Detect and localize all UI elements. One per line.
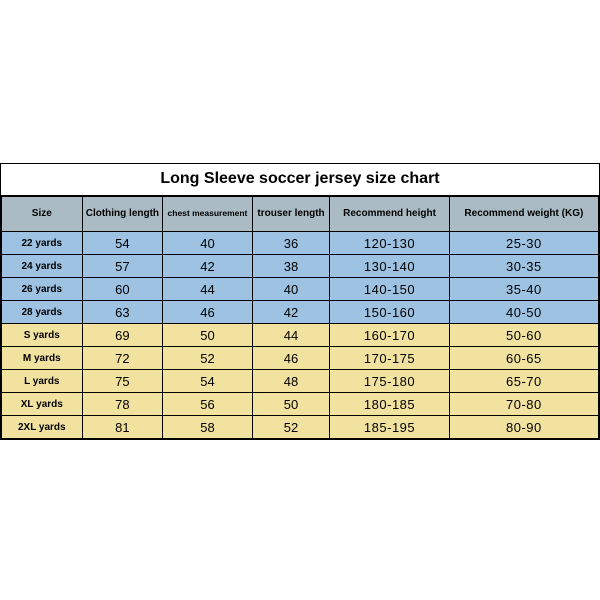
cell-size: S yards [2,324,83,347]
cell-chest: 44 [163,278,253,301]
cell-weight: 70-80 [449,393,598,416]
table-row: XL yards785650180-18570-80 [2,393,599,416]
cell-size: 24 yards [2,255,83,278]
cell-size: 2XL yards [2,416,83,439]
cell-height: 120-130 [330,232,449,255]
cell-height: 160-170 [330,324,449,347]
cell-clothing-length: 81 [82,416,163,439]
table-row: 2XL yards815852185-19580-90 [2,416,599,439]
cell-trouser: 36 [252,232,330,255]
col-clothing-length: Clothing length [82,197,163,232]
cell-chest: 54 [163,370,253,393]
cell-trouser: 46 [252,347,330,370]
cell-height: 180-185 [330,393,449,416]
cell-chest: 50 [163,324,253,347]
cell-chest: 56 [163,393,253,416]
cell-height: 150-160 [330,301,449,324]
table-row: 24 yards574238130-14030-35 [2,255,599,278]
cell-size: L yards [2,370,83,393]
cell-chest: 58 [163,416,253,439]
cell-chest: 40 [163,232,253,255]
cell-clothing-length: 75 [82,370,163,393]
cell-clothing-length: 69 [82,324,163,347]
table-row: M yards725246170-17560-65 [2,347,599,370]
canvas: Long Sleeve soccer jersey size chart Siz… [0,0,600,600]
cell-weight: 60-65 [449,347,598,370]
cell-height: 130-140 [330,255,449,278]
col-chest: chest measurement [163,197,253,232]
table-row: L yards755448175-18065-70 [2,370,599,393]
cell-trouser: 50 [252,393,330,416]
cell-trouser: 40 [252,278,330,301]
cell-weight: 65-70 [449,370,598,393]
cell-clothing-length: 72 [82,347,163,370]
cell-size: M yards [2,347,83,370]
cell-weight: 50-60 [449,324,598,347]
cell-trouser: 44 [252,324,330,347]
size-chart: Long Sleeve soccer jersey size chart Siz… [0,163,600,440]
cell-trouser: 52 [252,416,330,439]
col-trouser: trouser length [252,197,330,232]
cell-clothing-length: 57 [82,255,163,278]
size-table: Size Clothing length chest measurement t… [1,196,599,439]
cell-clothing-length: 78 [82,393,163,416]
cell-weight: 35-40 [449,278,598,301]
header-row: Size Clothing length chest measurement t… [2,197,599,232]
cell-clothing-length: 63 [82,301,163,324]
cell-size: 26 yards [2,278,83,301]
table-row: 26 yards604440140-15035-40 [2,278,599,301]
cell-height: 185-195 [330,416,449,439]
table-row: 28 yards634642150-16040-50 [2,301,599,324]
col-weight: Recommend weight (KG) [449,197,598,232]
cell-chest: 42 [163,255,253,278]
cell-size: 28 yards [2,301,83,324]
cell-weight: 80-90 [449,416,598,439]
cell-size: 22 yards [2,232,83,255]
col-height: Recommend height [330,197,449,232]
cell-trouser: 42 [252,301,330,324]
col-size: Size [2,197,83,232]
cell-height: 170-175 [330,347,449,370]
cell-clothing-length: 54 [82,232,163,255]
table-row: S yards695044160-17050-60 [2,324,599,347]
chart-title: Long Sleeve soccer jersey size chart [1,164,599,196]
cell-weight: 25-30 [449,232,598,255]
cell-clothing-length: 60 [82,278,163,301]
cell-height: 140-150 [330,278,449,301]
cell-weight: 40-50 [449,301,598,324]
cell-weight: 30-35 [449,255,598,278]
cell-chest: 52 [163,347,253,370]
table-row: 22 yards544036120-13025-30 [2,232,599,255]
cell-trouser: 48 [252,370,330,393]
cell-chest: 46 [163,301,253,324]
cell-height: 175-180 [330,370,449,393]
cell-size: XL yards [2,393,83,416]
cell-trouser: 38 [252,255,330,278]
